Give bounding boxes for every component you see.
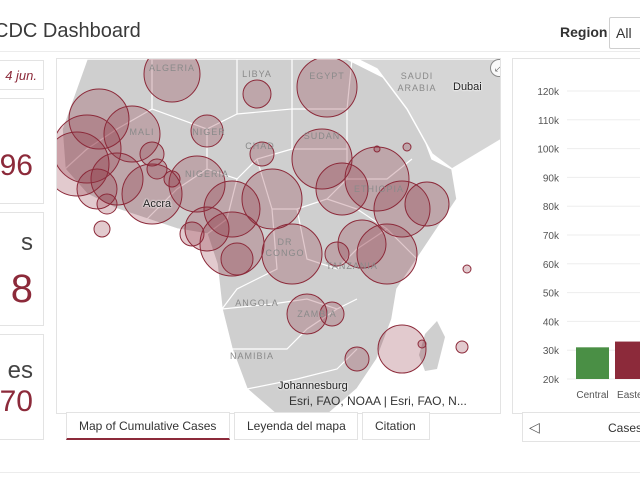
arabia-landmass [356,59,500,170]
case-circle[interactable] [249,141,275,167]
country-label: CHAD [245,141,275,151]
chevron-left-icon[interactable]: ◁ [529,419,540,435]
case-circle[interactable] [168,155,226,213]
case-circle[interactable] [337,219,387,269]
region-label: Region [560,24,608,40]
case-circle[interactable] [344,146,410,212]
map-attribution: Esri, FAO, NOAA | Esri, FAO, N... [289,394,467,408]
stat-card-label: s [21,229,33,256]
y-tick-label: 110k [538,116,560,127]
stat-card-label: es [7,357,33,384]
x-tick-label: Central [576,390,608,401]
case-circle[interactable] [96,193,118,215]
country-label: TANZANIA [326,261,378,271]
case-circle[interactable] [184,206,230,252]
chart-panel: 20k 30k 40k 50k 60k 70k 80k 90k 100k 110k 120k Cent… [512,58,640,414]
case-circle[interactable] [404,181,450,227]
date-text: 4 jun. [5,68,37,83]
cases-bar-chart: 20k 30k 40k 50k 60k 70k 80k 90k 100k 110k 120k Cent… [537,87,640,401]
map-panel[interactable]: ALGERIA LIBYA EGYPT SAUDI ARABIA MALI NIGER CHA… [56,58,501,414]
country-label: ANGOLA [235,298,279,308]
city-label-dubai: Dubai [453,81,482,93]
bar-easter[interactable] [615,341,640,379]
case-circle[interactable] [319,301,345,327]
header-bar: CDC Dashboard Region All [0,14,640,52]
case-circle[interactable] [356,223,418,285]
country-label: NIGERIA [185,169,229,179]
case-circle[interactable] [203,180,261,238]
y-tick-label: 60k [543,260,560,271]
stat-card-recoveries: es 70 [0,334,44,440]
case-circle[interactable] [377,324,427,374]
y-tick-label: 30k [543,346,560,357]
case-circle[interactable] [462,264,472,274]
africa-landmass [61,59,458,413]
case-circle[interactable] [163,170,181,188]
case-circle[interactable] [68,88,130,150]
stat-card-cases: 96 [0,98,44,204]
case-circle[interactable] [286,293,328,335]
case-circle[interactable] [179,221,205,247]
country-label: ZAMBIA [297,309,337,319]
case-circle[interactable] [190,114,224,148]
country-label: ALGERIA [149,63,195,73]
country-label: ETHIOPIA [354,184,404,194]
case-circle[interactable] [146,158,168,180]
city-label-johannesburg: Johannesburg [278,380,348,392]
chart-nav-label: Cases [608,421,640,435]
case-circle[interactable] [417,339,427,349]
country-label: MALI [129,127,154,137]
country-label: NAMIBIA [230,351,274,361]
case-circle[interactable] [143,59,201,103]
stat-card-deaths: s 8 [0,212,44,326]
case-circle[interactable] [139,141,165,167]
case-circle[interactable] [93,220,111,238]
case-circle[interactable] [76,168,118,210]
city-label-accra: Accra [143,198,172,210]
y-tick-label: 40k [543,317,560,328]
case-circle[interactable] [261,223,323,285]
tab-map-of-cumulative-cases[interactable]: Map of Cumulative Cases [66,412,230,440]
country-label: LIBYA [242,69,272,79]
y-tick-label: 90k [543,173,560,184]
country-label: SUDAN [304,131,341,141]
stat-card-value: 8 [10,267,33,311]
footer-divider [0,472,640,473]
case-circle[interactable] [103,105,161,163]
country-label: SAUDI ARABIA [397,71,436,93]
country-label: NIGER [192,127,226,137]
y-tick-label: 120k [537,87,560,98]
case-circle[interactable] [220,242,254,276]
y-tick-label: 20k [543,375,560,386]
case-circle[interactable] [455,340,469,354]
tab-citation[interactable]: Citation [362,412,430,440]
date-box: 4 jun. [0,60,44,90]
case-circle[interactable] [296,59,358,118]
y-tick-label: 50k [543,289,560,300]
x-tick-label: Easter [617,390,640,401]
case-circle[interactable] [324,241,350,267]
tab-leyenda-del-mapa[interactable]: Leyenda del mapa [234,412,358,440]
madagascar-landmass [419,321,445,371]
y-tick-label: 100k [537,145,560,156]
y-tick-label: 70k [543,231,560,242]
stat-card-value: 96 [0,149,33,182]
case-circle[interactable] [241,168,303,230]
country-label: EGYPT [309,71,345,81]
country-label: DR CONGO [265,237,304,258]
case-circle[interactable] [57,131,110,197]
page-title: CDC Dashboard [0,20,141,42]
case-circle[interactable] [373,145,381,153]
case-circle[interactable] [121,163,183,225]
stat-card-value: 70 [0,385,33,418]
y-tick-label: 80k [543,202,560,213]
case-circle[interactable] [344,346,370,372]
africa-map[interactable]: ALGERIA LIBYA EGYPT SAUDI ARABIA MALI NIGER CHA… [57,59,501,414]
region-select[interactable]: All [609,17,640,49]
bar-central[interactable] [576,347,609,379]
case-circle[interactable] [242,79,272,109]
expand-icon[interactable]: ⤢ [490,59,500,77]
chart-nav: ◁ Cases [522,412,640,442]
case-circle[interactable] [402,142,412,152]
